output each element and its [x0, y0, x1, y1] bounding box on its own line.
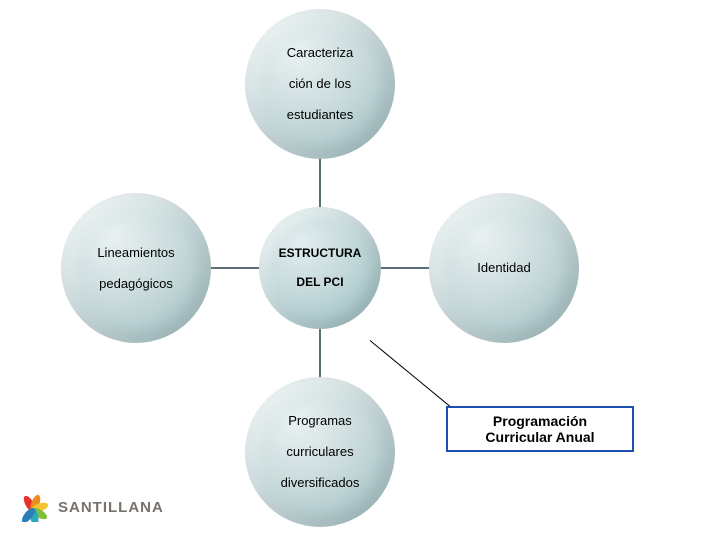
callout-line — [370, 340, 456, 411]
logo-text: SANTILLANA — [58, 499, 164, 516]
logo-icon — [18, 492, 52, 522]
node-bottom: Programas curriculares diversificados — [245, 377, 395, 527]
node-bottom-label: Programas curriculares diversificados — [281, 413, 360, 491]
callout-label: Programación Curricular Anual — [485, 413, 594, 445]
node-left-label: Lineamientos pedagógicos — [97, 245, 174, 292]
node-right: Identidad — [429, 193, 579, 343]
node-center: ESTRUCTURA DEL PCI — [259, 207, 381, 329]
node-top-label: Caracteriza ción de los estudiantes — [287, 45, 354, 123]
node-center-label: ESTRUCTURA DEL PCI — [279, 246, 362, 289]
node-right-label: Identidad — [477, 260, 531, 276]
node-left: Lineamientos pedagógicos — [61, 193, 211, 343]
callout-box: Programación Curricular Anual — [446, 406, 634, 452]
node-top: Caracteriza ción de los estudiantes — [245, 9, 395, 159]
logo: SANTILLANA — [18, 492, 164, 522]
